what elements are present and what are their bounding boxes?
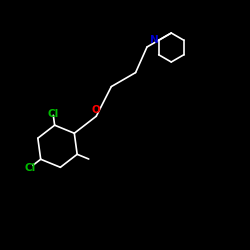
- Text: Cl: Cl: [24, 163, 36, 173]
- Text: O: O: [92, 105, 100, 115]
- Text: Cl: Cl: [48, 109, 59, 119]
- Text: N: N: [150, 35, 158, 45]
